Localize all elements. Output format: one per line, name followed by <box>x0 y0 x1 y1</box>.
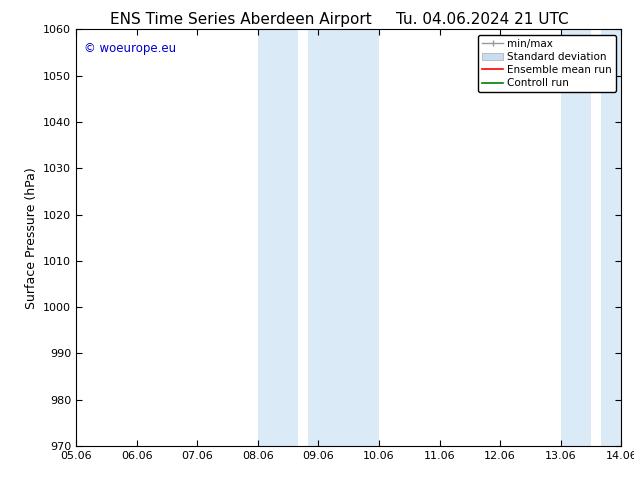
Text: ENS Time Series Aberdeen Airport: ENS Time Series Aberdeen Airport <box>110 12 372 27</box>
Text: Tu. 04.06.2024 21 UTC: Tu. 04.06.2024 21 UTC <box>396 12 568 27</box>
Text: © woeurope.eu: © woeurope.eu <box>84 42 176 55</box>
Bar <box>560 29 591 446</box>
Bar <box>601 29 621 446</box>
Legend: min/max, Standard deviation, Ensemble mean run, Controll run: min/max, Standard deviation, Ensemble me… <box>478 35 616 92</box>
Bar <box>308 29 379 446</box>
Bar <box>258 29 299 446</box>
Y-axis label: Surface Pressure (hPa): Surface Pressure (hPa) <box>25 167 37 309</box>
